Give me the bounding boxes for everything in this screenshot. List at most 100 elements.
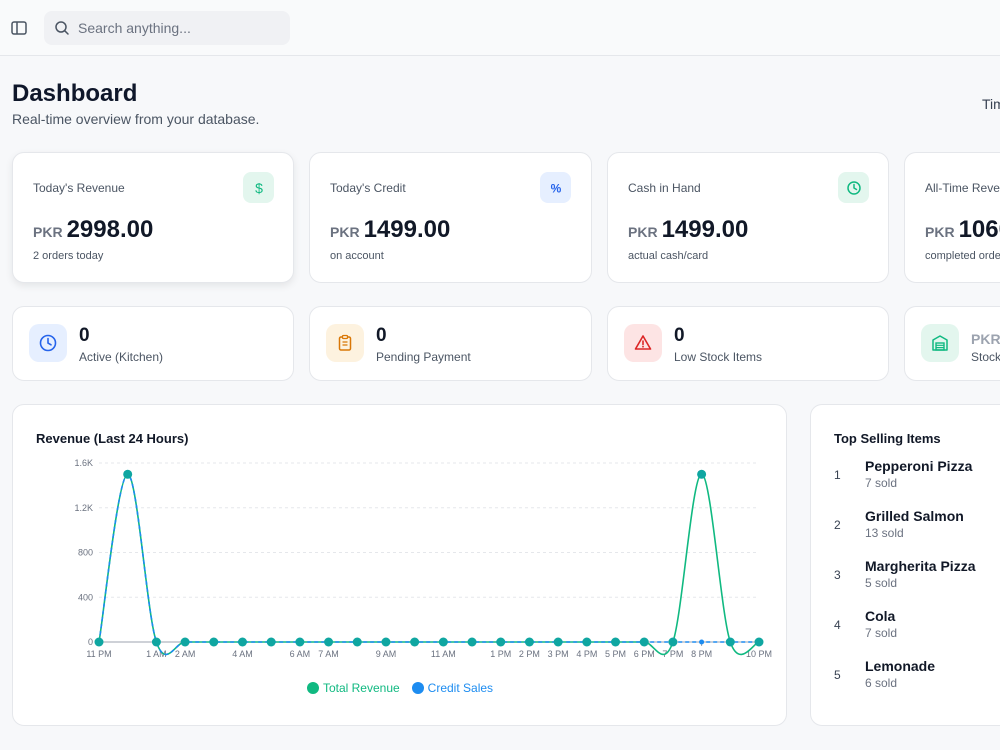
page-title: Dashboard	[12, 80, 138, 107]
list-item[interactable]: 5 Lemonade 6 sold	[811, 658, 1000, 698]
total-revenue-point	[151, 637, 161, 647]
stat-value: PKR1060	[925, 216, 1000, 243]
search-box[interactable]	[44, 11, 290, 45]
total-revenue-point	[324, 637, 334, 647]
series-line-total-revenue	[98, 473, 760, 656]
search-icon	[55, 21, 69, 35]
stat-subtext: actual cash/card	[628, 250, 709, 262]
x-tick-label: 4 AM	[232, 649, 253, 659]
stat-label: Cash in Hand	[628, 181, 701, 195]
x-tick-label: 10 PM	[746, 649, 772, 659]
revenue-chart-card: Revenue (Last 24 Hours) 0 400 800 1.2K 1.6K 1…	[12, 404, 787, 726]
mini-card-low-stock: 0 Low Stock Items	[607, 306, 889, 381]
stat-card-cash-in-hand: Cash in Hand PKR 1499.00 actual cash/card	[607, 152, 889, 283]
x-tick-label: 9 AM	[376, 649, 397, 659]
mini-label: Active (Kitchen)	[79, 350, 164, 364]
clock-icon	[838, 172, 869, 203]
dollar-icon: $	[243, 172, 274, 203]
y-tick-label: 1.2K	[74, 503, 93, 513]
total-revenue-point	[639, 637, 649, 647]
page-subtitle: Real-time overview from your database.	[12, 111, 260, 127]
total-revenue-point	[467, 637, 477, 647]
stat-label: Today's Credit	[330, 181, 406, 195]
item-sold: 7 sold	[865, 476, 898, 490]
x-tick-label: 7 PM	[662, 649, 683, 659]
total-revenue-point	[553, 637, 563, 647]
list-item[interactable]: 3 Margherita Pizza 5 sold	[811, 558, 1000, 598]
item-rank: 3	[834, 568, 841, 582]
item-rank: 4	[834, 618, 841, 632]
item-name: Pepperoni Pizza	[865, 458, 973, 474]
total-revenue-point	[611, 637, 621, 647]
series-line-credit-sales	[98, 473, 759, 656]
total-revenue-point	[209, 637, 219, 647]
x-tick-label: 1 PM	[490, 649, 511, 659]
mini-label: Pending Payment	[376, 350, 471, 364]
mini-label: Low Stock Items	[674, 350, 763, 364]
stat-subtext: 2 orders today	[33, 250, 104, 262]
item-rank: 2	[834, 518, 841, 532]
mini-card-active-kitchen: 0 Active (Kitchen)	[12, 306, 294, 381]
credit-sales-point	[699, 639, 705, 645]
legend-dot	[411, 682, 424, 694]
y-tick-label: 0	[88, 637, 93, 647]
x-tick-label: 5 PM	[605, 649, 626, 659]
stat-label: All-Time Reve	[925, 181, 1000, 195]
sidebar-toggle-icon[interactable]	[10, 19, 28, 37]
mini-card-pending-payment: 0 Pending Payment	[309, 306, 592, 381]
item-name: Grilled Salmon	[865, 508, 964, 524]
y-tick-label: 1.6K	[74, 458, 93, 468]
chart-legend: Total Revenue Credit Sales	[13, 681, 786, 695]
total-revenue-point	[582, 637, 592, 647]
x-tick-label: 2 PM	[519, 649, 540, 659]
revenue-chart: 0 400 800 1.2K 1.6K 11 PM 1 AM 2 AM 4 AM 6 AM 7 AM…	[74, 458, 772, 659]
mini-value: 0	[674, 325, 685, 346]
item-name: Margherita Pizza	[865, 558, 976, 574]
total-revenue-point	[754, 637, 764, 647]
clipboard-icon	[326, 324, 364, 362]
item-rank: 5	[834, 668, 841, 682]
stat-subtext: on account	[330, 250, 384, 262]
x-tick-label: 1 AM	[146, 649, 167, 659]
x-tick-label: 8 PM	[691, 649, 712, 659]
legend-item-credit-sales[interactable]: Credit Sales	[411, 681, 493, 695]
item-sold: 5 sold	[865, 576, 898, 590]
percent-icon: %	[540, 172, 571, 203]
item-sold: 6 sold	[865, 676, 898, 690]
chart-title: Revenue (Last 24 Hours)	[36, 431, 189, 446]
total-revenue-point	[123, 469, 133, 479]
stat-value: PKR 1499.00	[330, 216, 451, 243]
total-revenue-point	[438, 637, 448, 647]
item-sold: 13 sold	[865, 526, 904, 540]
x-tick-label: 2 AM	[175, 649, 196, 659]
stat-card-todays-credit: Today's Credit % PKR 1499.00 on account	[309, 152, 592, 283]
total-revenue-point	[352, 637, 362, 647]
x-tick-label: 3 PM	[548, 649, 569, 659]
x-tick-label: 6 AM	[290, 649, 311, 659]
total-revenue-point	[381, 637, 391, 647]
stat-card-all-time-revenue: All-Time Reve PKR1060 completed orde	[904, 152, 1000, 283]
legend-label: Total Revenue	[322, 681, 400, 695]
legend-dot	[306, 682, 319, 694]
stat-value: PKR 2998.00	[33, 216, 154, 243]
list-item[interactable]: 4 Cola 7 sold	[811, 608, 1000, 648]
total-revenue-point	[697, 469, 707, 479]
legend-item-total-revenue[interactable]: Total Revenue	[306, 681, 400, 695]
y-tick-label: 800	[78, 548, 93, 558]
list-item[interactable]: 1 Pepperoni Pizza 7 sold	[811, 458, 1000, 498]
item-name: Cola	[865, 608, 896, 624]
x-tick-label: 11 AM	[431, 649, 456, 659]
total-revenue-point	[410, 637, 420, 647]
mini-value: 0	[376, 325, 387, 346]
total-revenue-point	[668, 637, 678, 647]
x-tick-label: 4 PM	[576, 649, 597, 659]
y-tick-label: 400	[78, 592, 93, 602]
item-sold: 7 sold	[865, 626, 898, 640]
list-item[interactable]: 2 Grilled Salmon 13 sold	[811, 508, 1000, 548]
mini-card-stock: PKR Stock	[904, 306, 1000, 381]
search-input[interactable]	[78, 20, 268, 36]
item-name: Lemonade	[865, 658, 936, 674]
clock-icon	[29, 324, 67, 362]
time-range-button[interactable]: Tim	[982, 96, 1000, 112]
stat-value: PKR 1499.00	[628, 216, 749, 243]
